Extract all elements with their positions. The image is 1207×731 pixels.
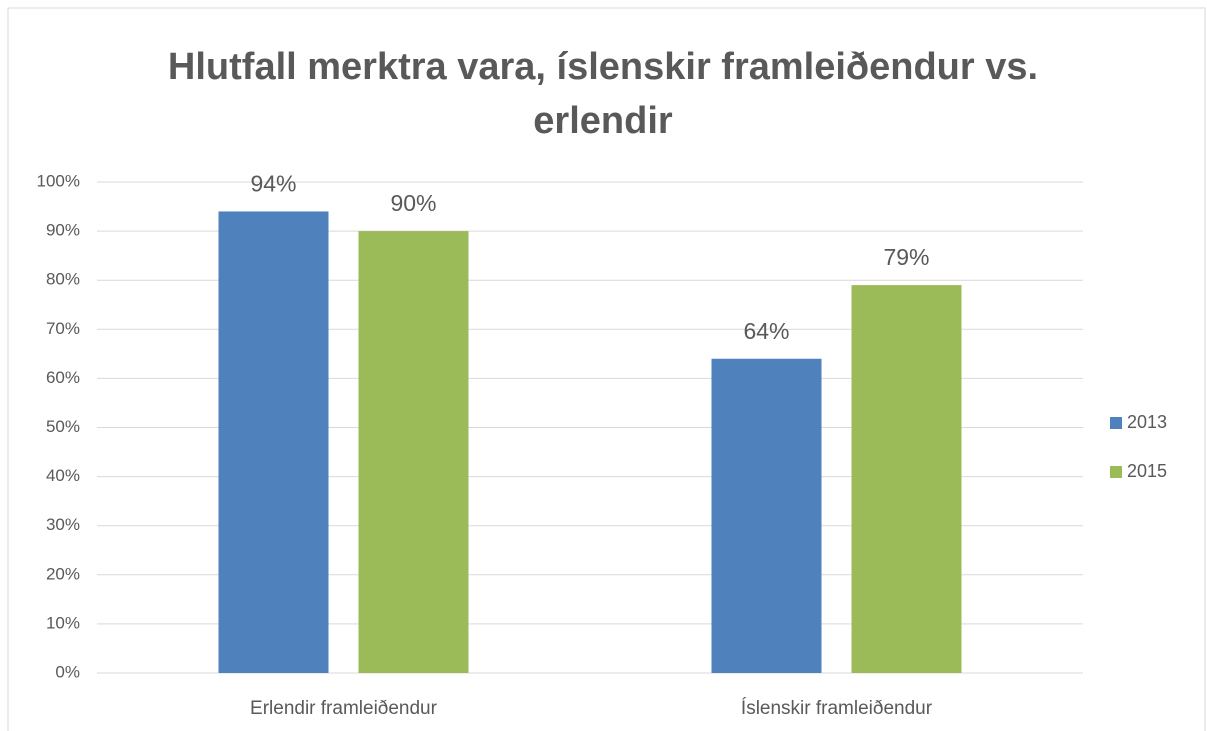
chart-title: Hlutfall merktra vara, íslenskir framlei…	[167, 46, 1039, 142]
y-tick-label: 80%	[46, 270, 80, 289]
legend-label: 2013	[1127, 412, 1167, 432]
y-tick-label: 50%	[46, 417, 80, 436]
value-label: 94%	[250, 171, 296, 197]
y-tick-label: 40%	[46, 466, 80, 485]
value-label: 90%	[390, 190, 436, 216]
value-label: 64%	[743, 318, 789, 344]
y-tick-label: 60%	[46, 368, 80, 387]
y-tick-label: 0%	[55, 662, 80, 681]
legend-swatch	[1110, 466, 1122, 478]
legend-swatch	[1110, 417, 1122, 429]
y-tick-label: 30%	[46, 515, 80, 534]
x-tick-label: Íslenskir framleiðendur	[741, 698, 933, 719]
y-tick-label: 100%	[37, 171, 80, 190]
bar	[711, 358, 822, 673]
x-tick-label: Erlendir framleiðendur	[250, 698, 438, 719]
bar	[358, 231, 469, 673]
chart-border	[7, 7, 1206, 731]
y-tick-label: 20%	[46, 564, 80, 583]
legend-label: 2015	[1127, 461, 1167, 481]
value-label: 79%	[883, 244, 929, 270]
y-tick-label: 10%	[46, 613, 80, 632]
y-tick-label: 70%	[46, 319, 80, 338]
bar	[851, 285, 962, 673]
y-tick-label: 90%	[46, 221, 80, 240]
bar	[218, 211, 329, 673]
